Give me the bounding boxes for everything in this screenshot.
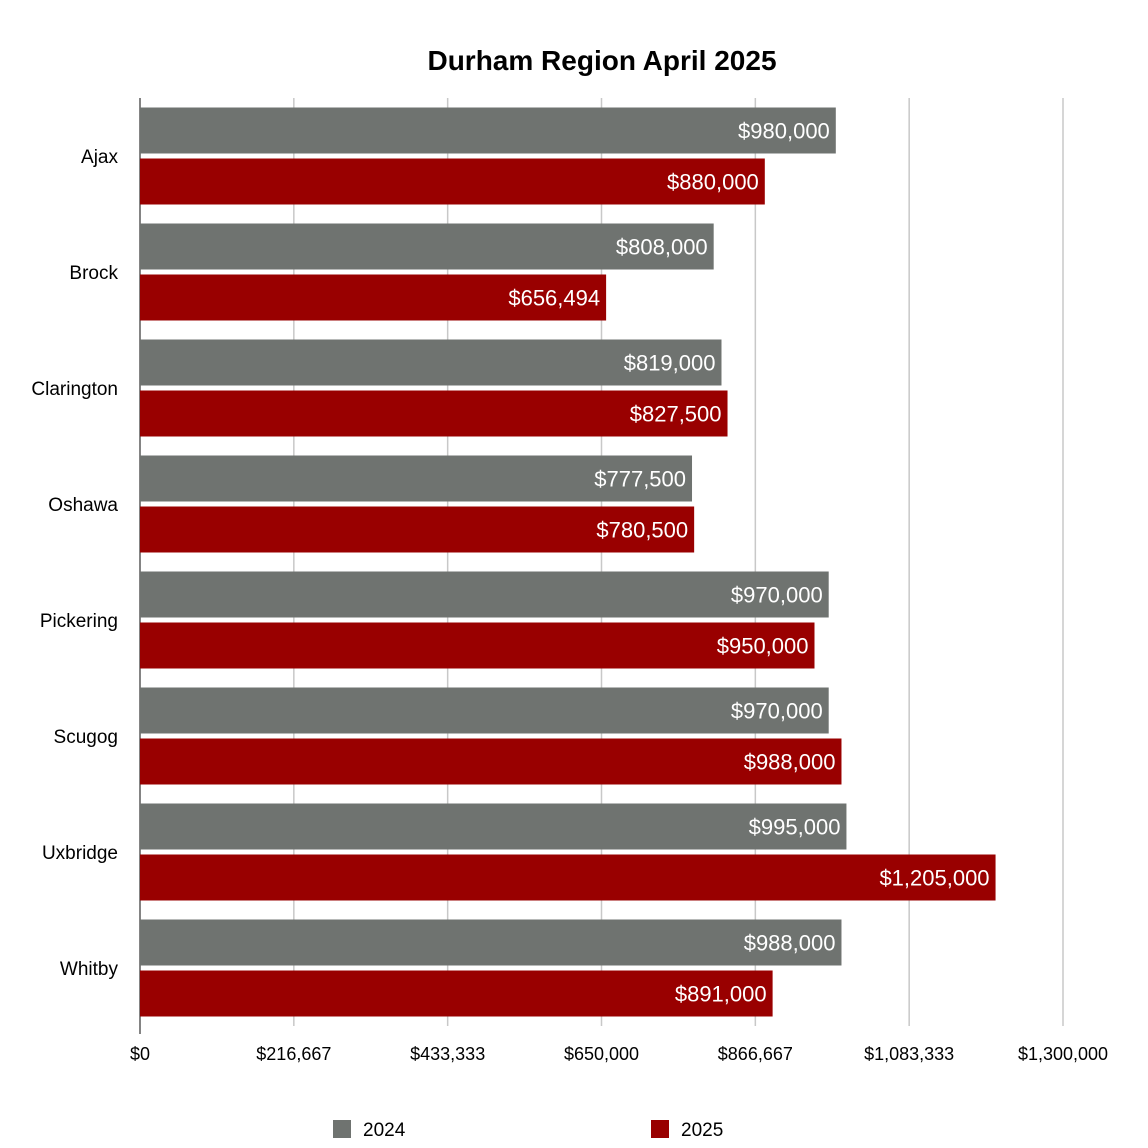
x-tick-label-3: $650,000 [564, 1044, 639, 1064]
bar-whitby-2025 [140, 970, 773, 1017]
bar-value-label-ajax-2025: $880,000 [667, 170, 759, 195]
bar-value-label-uxbridge-2024: $995,000 [749, 815, 841, 840]
bar-uxbridge-2024 [140, 803, 847, 850]
category-label-scugog: Scugog [54, 727, 118, 748]
bar-value-label-clarington-2025: $827,500 [630, 402, 722, 427]
chart-title: Durham Region April 2025 [427, 45, 776, 76]
category-label-whitby: Whitby [60, 959, 119, 980]
bar-value-label-clarington-2024: $819,000 [624, 351, 716, 376]
bar-whitby-2024 [140, 919, 842, 966]
bar-uxbridge-2025 [140, 854, 996, 901]
legend-swatch-2025 [651, 1120, 669, 1138]
bar-pickering-2025 [140, 622, 815, 669]
bar-value-label-pickering-2024: $970,000 [731, 583, 823, 608]
x-tick-label-6: $1,300,000 [1018, 1044, 1108, 1064]
bar-value-label-brock-2024: $808,000 [616, 235, 708, 260]
bar-value-label-ajax-2024: $980,000 [738, 119, 830, 144]
legend-label-2024: 2024 [363, 1120, 406, 1141]
category-label-ajax: Ajax [81, 147, 118, 168]
x-tick-label-5: $1,083,333 [864, 1044, 954, 1064]
bar-value-label-whitby-2024: $988,000 [744, 931, 836, 956]
bar-value-label-scugog-2025: $988,000 [744, 750, 836, 775]
bar-ajax-2024 [140, 107, 836, 154]
legend-label-2025: 2025 [681, 1120, 723, 1141]
bar-value-label-scugog-2024: $970,000 [731, 699, 823, 724]
bar-value-label-pickering-2025: $950,000 [717, 634, 809, 659]
bar-value-label-uxbridge-2025: $1,205,000 [879, 866, 989, 891]
bar-oshawa-2025 [140, 506, 695, 553]
bar-clarington-2024 [140, 339, 722, 386]
category-labels: Ajax Brock Clarington Oshawa Pickering Scugog… [31, 147, 118, 980]
category-label-oshawa: Oshawa [48, 495, 118, 516]
bar-ajax-2025 [140, 158, 765, 205]
bar-brock-2024 [140, 223, 714, 270]
bar-clarington-2025 [140, 390, 728, 437]
bar-value-label-oshawa-2024: $777,500 [594, 467, 686, 492]
x-tick-label-1: $216,667 [256, 1044, 331, 1064]
x-tick-labels: $0 $216,667 $433,333 $650,000 $866,667 $1,083… [130, 1044, 1108, 1064]
bar-oshawa-2024 [140, 455, 693, 502]
category-label-pickering: Pickering [40, 611, 118, 632]
x-tick-label-2: $433,333 [410, 1044, 485, 1064]
bar-value-label-oshawa-2025: $780,500 [596, 518, 688, 543]
bar-brock-2025 [140, 274, 607, 321]
x-tick-label-4: $866,667 [718, 1044, 793, 1064]
category-label-clarington: Clarington [31, 379, 118, 400]
category-label-brock: Brock [69, 263, 118, 284]
legend: 2024 2025 [333, 1120, 723, 1141]
bar-value-label-brock-2025: $656,494 [508, 286, 600, 311]
legend-swatch-2024 [333, 1120, 351, 1138]
bar-pickering-2024 [140, 571, 829, 618]
bar-labels: $980,000 $880,000 $808,000 $656,494 $819,000… [508, 119, 989, 1007]
bar-scugog-2025 [140, 738, 842, 785]
bar-value-label-whitby-2025: $891,000 [675, 982, 767, 1007]
bars [140, 107, 996, 1017]
category-label-uxbridge: Uxbridge [42, 843, 118, 864]
bar-scugog-2024 [140, 687, 829, 734]
x-tick-label-0: $0 [130, 1044, 150, 1064]
